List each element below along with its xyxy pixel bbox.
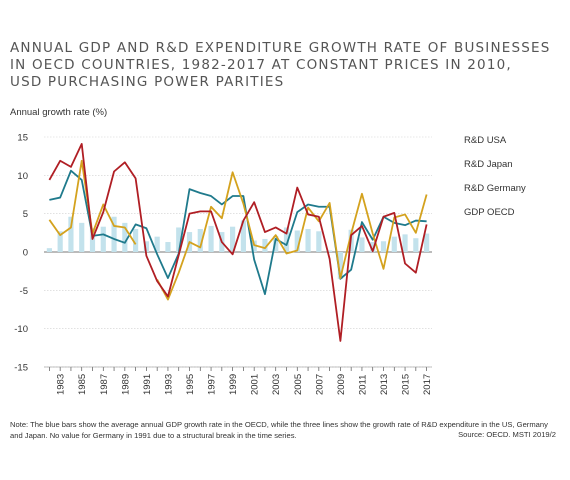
gdp-bar (122, 222, 128, 252)
legend-item-japan: R&D Japan (464, 159, 513, 170)
gdp-bar (208, 225, 214, 252)
x-tick-label: 1987 (99, 374, 110, 395)
x-tick-label: 2015 (401, 374, 412, 395)
gdp-bar (154, 236, 160, 252)
gdp-bar (283, 227, 290, 252)
title-line-3: USD PURCHASING POWER PARITIES (10, 74, 285, 90)
legend-item-gdp: GDP OECD (464, 207, 515, 218)
gdp-bar (402, 234, 408, 252)
chart-note: Note: The blue bars show the average ann… (10, 419, 560, 441)
x-tick-label: 1993 (163, 374, 174, 395)
gdp-bar (413, 238, 419, 252)
x-tick-label: 2001 (250, 374, 261, 395)
gdp-bar (251, 240, 257, 252)
gdp-bar (305, 229, 311, 252)
gdp-bar (100, 226, 106, 252)
gdp-bar (111, 216, 117, 252)
gdp-bar (240, 220, 246, 252)
gdp-bar (230, 226, 236, 252)
gdp-bar (89, 228, 96, 252)
gdp-bar (370, 242, 376, 252)
title-line-2: IN OECD COUNTRIES, 1982-2017 AT CONSTANT… (10, 57, 512, 73)
gdp-bar (176, 227, 182, 252)
x-tick-label: 1983 (56, 374, 67, 395)
y-tick-label: 5 (23, 209, 28, 220)
gdp-bar (68, 216, 74, 252)
gdp-bar (262, 238, 268, 252)
gdp-bar (327, 250, 333, 252)
legend-item-usa: R&D USA (464, 135, 507, 146)
y-tick-label: 0 (23, 248, 28, 259)
x-tick-label: 2013 (379, 374, 390, 395)
gdp-bar (143, 241, 149, 252)
x-tick-label: 2017 (422, 374, 433, 395)
x-tick-label: 2011 (357, 375, 368, 395)
x-tick-label: 1985 (77, 374, 88, 395)
x-tick-label: 2009 (336, 374, 347, 395)
series-line-japan (48, 142, 428, 342)
x-tick-label: 1995 (185, 374, 196, 395)
gdp-bar (165, 242, 171, 252)
x-tick-label: 2003 (271, 374, 282, 395)
x-tick-label: 1991 (142, 374, 153, 395)
y-tick-label: -10 (14, 324, 28, 335)
y-tick-label: 10 (17, 171, 28, 182)
series-line-usa (49, 169, 427, 296)
series-line-germany (156, 171, 428, 301)
gdp-bar (380, 241, 387, 252)
gdp-bar (273, 235, 279, 252)
chart-source: Source: OECD. MSTI 2019/2 (458, 430, 556, 439)
y-tick-label: -5 (20, 286, 28, 297)
gdp-bar (337, 252, 343, 279)
y-tick-label: -15 (14, 363, 28, 374)
x-tick-label: 2005 (293, 374, 304, 395)
gdp-bar (57, 231, 63, 252)
gdp-bar (79, 222, 85, 252)
legend-item-germany: R&D Germany (464, 183, 526, 194)
gdp-bar (197, 229, 203, 252)
gdp-bar (391, 236, 397, 252)
y-tick-label: 15 (17, 133, 28, 144)
chart-title: ANNUAL GDP AND R&D EXPENDITURE GROWTH RA… (10, 40, 551, 91)
x-tick-label: 1999 (228, 374, 239, 395)
gdp-bar (46, 248, 52, 252)
gdp-bar (294, 230, 300, 252)
y-axis-label: Annual growth rate (%) (10, 107, 108, 118)
gdp-bar (359, 237, 365, 252)
gdp-bar (316, 231, 322, 252)
gdp-bar (424, 233, 430, 252)
note-text: Note: The blue bars show the average ann… (10, 420, 548, 440)
x-tick-label: 1997 (207, 374, 218, 395)
x-tick-label: 2007 (314, 374, 325, 395)
x-tick-label: 1989 (120, 374, 131, 395)
title-line-1: ANNUAL GDP AND R&D EXPENDITURE GROWTH RA… (10, 40, 551, 56)
gdp-bar (133, 229, 139, 252)
